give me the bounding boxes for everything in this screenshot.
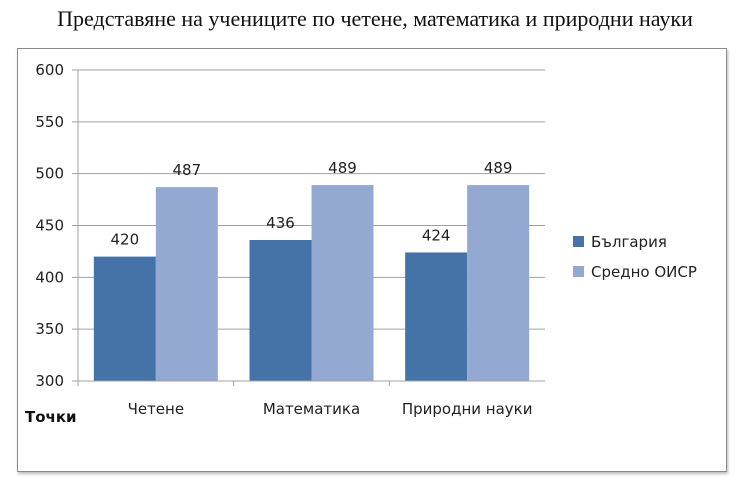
x-tick-label: Природни науки — [402, 400, 533, 418]
y-tick-label: 350 — [35, 320, 64, 338]
legend-label: България — [591, 233, 667, 251]
data-label: 489 — [484, 159, 513, 177]
y-tick-label: 450 — [35, 217, 64, 235]
x-tick-label: Математика — [263, 400, 360, 418]
data-label: 487 — [173, 161, 202, 179]
y-tick-label: 600 — [35, 61, 64, 79]
data-label: 424 — [422, 226, 451, 244]
legend-label: Средно ОИСР — [591, 263, 697, 281]
legend-swatch — [573, 266, 584, 277]
bar-bulgaria — [405, 252, 468, 381]
data-label: 436 — [266, 214, 295, 232]
legend-swatch — [573, 236, 584, 247]
bar-bulgaria — [93, 256, 156, 381]
bar-oecd — [467, 185, 530, 381]
y-tick-label: 550 — [35, 113, 64, 131]
bar-oecd — [155, 187, 218, 381]
data-label: 489 — [328, 159, 357, 177]
y-tick-label: 500 — [35, 165, 64, 183]
bar-oecd — [311, 185, 374, 381]
y-tick-label: 300 — [35, 372, 64, 390]
data-label: 420 — [111, 231, 140, 249]
chart-title: Представяне на учениците по четене, мате… — [57, 6, 693, 31]
x-tick-label: Четене — [128, 400, 185, 418]
y-axis-label: Точки — [25, 408, 77, 426]
bar-bulgaria — [249, 240, 312, 381]
y-tick-label: 400 — [35, 268, 64, 286]
